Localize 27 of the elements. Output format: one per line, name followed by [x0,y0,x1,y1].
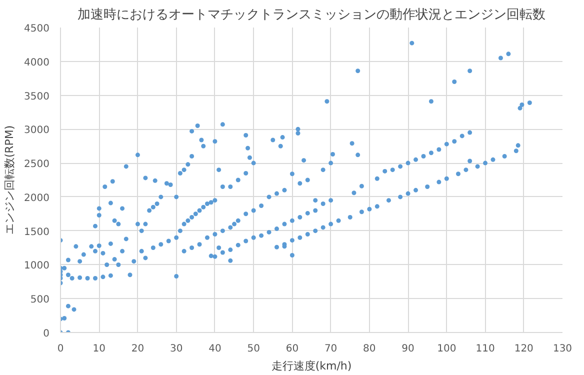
y-tick-label: 3000 [24,125,50,136]
x-tick-label: 40 [208,344,222,354]
x-tick-label: 80 [363,344,376,354]
y-tick-label: 2000 [24,192,50,204]
chart-title: 加速時におけるオートマチックトランスミッションの動作状況とエンジン回転数 [78,8,546,22]
x-tick-label: 110 [476,344,495,354]
x-tick-label: 130 [552,344,572,354]
y-tick-label: 500 [30,294,50,306]
x-tick-label: 60 [286,344,299,354]
y-tick-label: 1000 [24,260,50,272]
y-tick-label: 2500 [24,159,50,170]
y-tick-label: 3500 [24,91,50,102]
y-tick-label: 1500 [24,226,50,238]
x-tick-label: 10 [92,344,106,354]
x-tick-label: 50 [247,344,260,354]
x-tick-label: 30 [170,344,183,354]
x-tick-label: 100 [437,344,456,354]
x-tick-label: 120 [514,344,534,354]
y-tick-label: 0 [43,328,50,340]
x-tick-label: 90 [402,344,414,354]
y-tick-label: 4000 [24,57,50,68]
x-axis-title: 走行速度(km/h) [271,360,352,372]
x-tick-label: 20 [131,344,144,354]
x-tick-label: 70 [324,344,338,354]
y-axis-title: エンジン回転数(RPM) [3,125,16,235]
y-tick-label: 4500 [24,24,50,34]
x-tick-label: 0 [57,344,64,354]
